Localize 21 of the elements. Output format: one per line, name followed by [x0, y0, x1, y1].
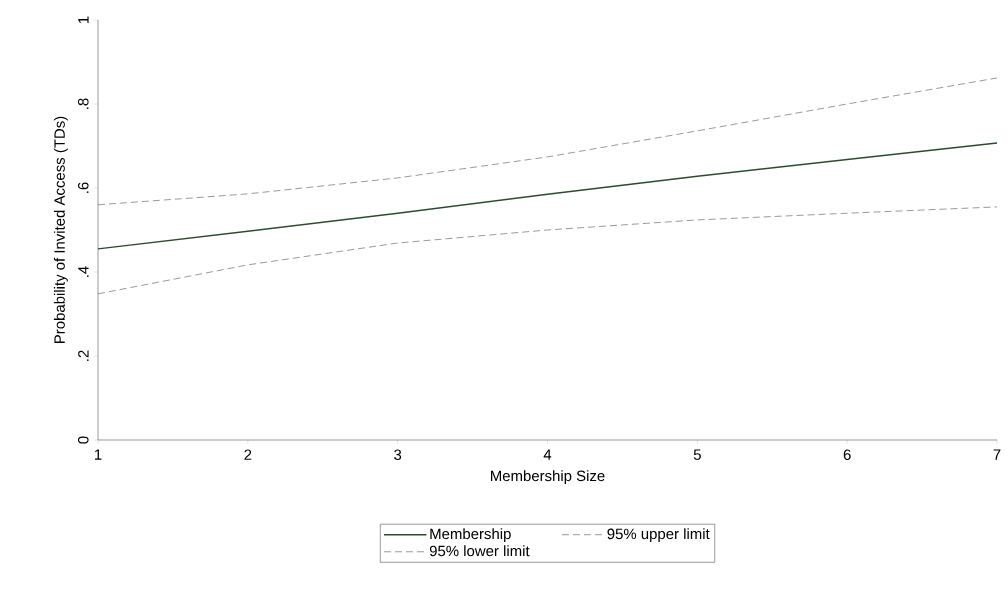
line-series [97, 206, 998, 295]
line-series [97, 77, 998, 206]
x-axis-title: Membership Size [491, 470, 605, 485]
x-tick-label: 5 [693, 449, 701, 460]
y-tick-label: .8 [77, 98, 89, 109]
legend-label: 95% upper limit [607, 528, 710, 543]
x-tick-label: 7 [993, 449, 1001, 460]
x-tick-label: 3 [394, 449, 402, 461]
x-tick-label: 1 [94, 449, 102, 460]
y-tick-label: 1 [78, 16, 89, 24]
legend-label: 95% lower limit [429, 545, 530, 557]
x-tick-label: 6 [843, 449, 851, 461]
x-tick-label: 4 [543, 449, 552, 460]
y-tick-label: .4 [78, 266, 89, 277]
legend-label: Membership [430, 528, 511, 543]
y-tick-label: .6 [77, 182, 89, 193]
x-tick-label: 2 [244, 449, 252, 460]
y-tick-label: 0 [77, 436, 89, 444]
y-axis-title: Probability of Invited Access (TDs) [53, 116, 68, 343]
y-tick-label: .2 [78, 350, 89, 361]
line-series [97, 142, 998, 250]
